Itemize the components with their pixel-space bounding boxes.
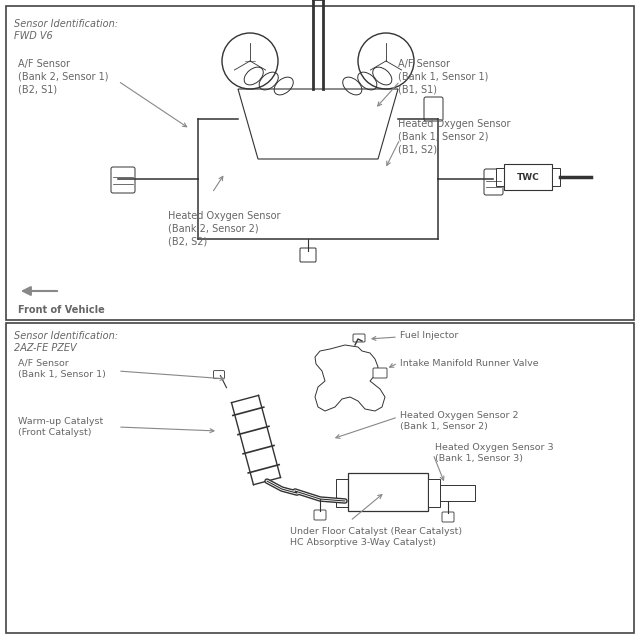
Text: 2AZ-FE PZEV: 2AZ-FE PZEV — [14, 343, 77, 353]
Bar — [440, 485, 475, 501]
FancyBboxPatch shape — [214, 371, 225, 379]
Text: A/F Sensor
(Bank 1, Sensor 1): A/F Sensor (Bank 1, Sensor 1) — [18, 359, 106, 380]
Text: Heated Oxygen Sensor
(Bank 2, Sensor 2)
(B2, S2): Heated Oxygen Sensor (Bank 2, Sensor 2) … — [168, 211, 280, 247]
FancyBboxPatch shape — [484, 169, 503, 195]
Text: Heated Oxygen Sensor 2
(Bank 1, Sensor 2): Heated Oxygen Sensor 2 (Bank 1, Sensor 2… — [400, 411, 518, 431]
Bar — [348, 473, 428, 511]
Text: Heated Oxygen Sensor
(Bank 1, Sensor 2)
(B1, S2): Heated Oxygen Sensor (Bank 1, Sensor 2) … — [398, 119, 511, 155]
Text: Warm-up Catalyst
(Front Catalyst): Warm-up Catalyst (Front Catalyst) — [18, 417, 103, 438]
Text: Heated Oxygen Sensor 3
(Bank 1, Sensor 3): Heated Oxygen Sensor 3 (Bank 1, Sensor 3… — [435, 443, 554, 463]
FancyBboxPatch shape — [314, 510, 326, 520]
Bar — [552, 168, 560, 186]
Text: A/F Sensor
(Bank 2, Sensor 1)
(B2, S1): A/F Sensor (Bank 2, Sensor 1) (B2, S1) — [18, 59, 109, 95]
FancyBboxPatch shape — [353, 334, 365, 342]
FancyBboxPatch shape — [373, 368, 387, 378]
Text: FWD V6: FWD V6 — [14, 31, 52, 41]
Bar — [6, 6, 634, 320]
Text: Under Floor Catalyst (Rear Catalyst)
HC Absorptive 3-Way Catalyst): Under Floor Catalyst (Rear Catalyst) HC … — [290, 527, 462, 548]
FancyBboxPatch shape — [424, 97, 443, 121]
Text: Sensor Identification:: Sensor Identification: — [14, 19, 118, 29]
Text: Sensor Identification:: Sensor Identification: — [14, 331, 118, 341]
Bar — [496, 168, 504, 186]
Text: Fuel Injector: Fuel Injector — [400, 331, 458, 340]
FancyBboxPatch shape — [442, 512, 454, 522]
Bar — [336, 479, 348, 507]
Text: TWC: TWC — [516, 173, 540, 181]
Text: Front of Vehicle: Front of Vehicle — [18, 305, 105, 315]
Text: A/F Sensor
(Bank 1, Sensor 1)
(B1, S1): A/F Sensor (Bank 1, Sensor 1) (B1, S1) — [398, 59, 488, 95]
Bar — [504, 164, 552, 190]
FancyBboxPatch shape — [300, 248, 316, 262]
Bar — [6, 323, 634, 633]
Bar — [428, 479, 440, 507]
Text: Intake Manifold Runner Valve: Intake Manifold Runner Valve — [400, 359, 539, 368]
FancyBboxPatch shape — [111, 167, 135, 193]
